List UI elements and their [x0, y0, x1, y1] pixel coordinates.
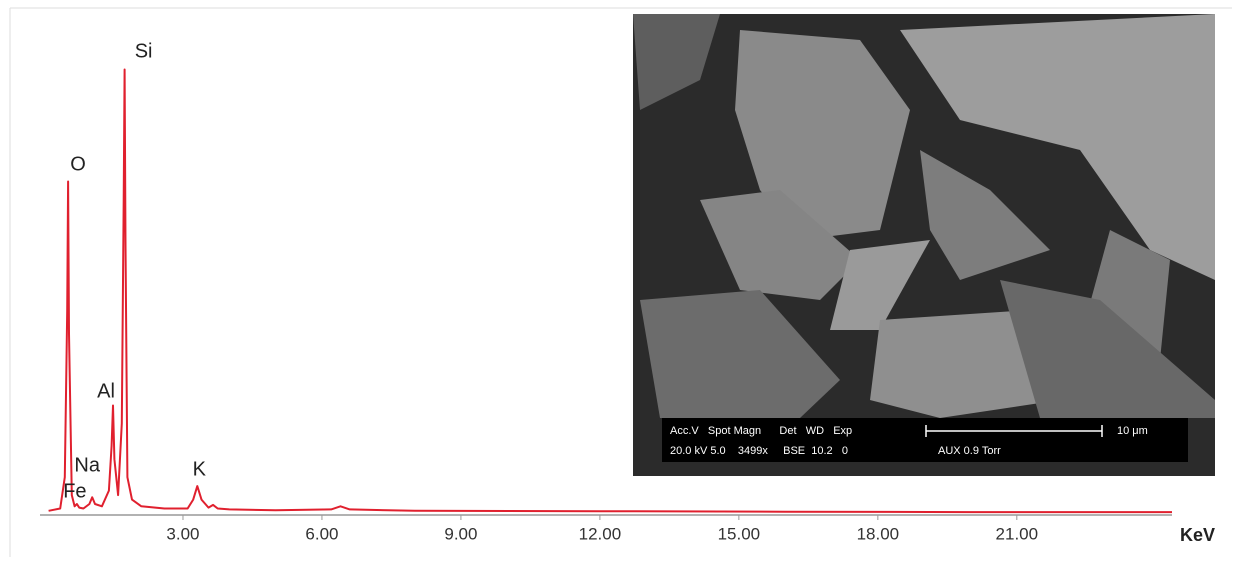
x-tick-label: 12.00	[579, 524, 622, 543]
sem-image: Acc.V Spot Magn Det WD Exp 20.0 kV 5.0 3…	[633, 14, 1215, 476]
peak-label: K	[193, 458, 207, 480]
x-tick-label: 18.00	[857, 524, 900, 543]
x-tick-label: 6.00	[305, 524, 338, 543]
scale-bar-label: 10 μm	[1117, 425, 1148, 437]
peak-label: Na	[74, 454, 100, 476]
x-tick-label: 3.00	[166, 524, 199, 543]
x-tick-label: 15.00	[718, 524, 761, 543]
peak-label: O	[70, 153, 86, 175]
peak-label: Al	[97, 380, 115, 402]
x-axis-label: KeV	[1180, 525, 1215, 545]
inset-caption: 20.0 kV 5.0 3499x BSE 10.2 0	[670, 445, 848, 457]
peak-label: Fe	[63, 480, 86, 502]
inset-caption: AUX 0.9 Torr	[938, 445, 1001, 457]
chart: Acc.V Spot Magn Det WD Exp 20.0 kV 5.0 3…	[0, 0, 1242, 565]
inset-caption: Acc.V Spot Magn Det WD Exp	[670, 425, 852, 437]
x-tick-label: 21.00	[996, 524, 1039, 543]
x-tick-label: 9.00	[444, 524, 477, 543]
peak-label: Si	[135, 40, 153, 62]
